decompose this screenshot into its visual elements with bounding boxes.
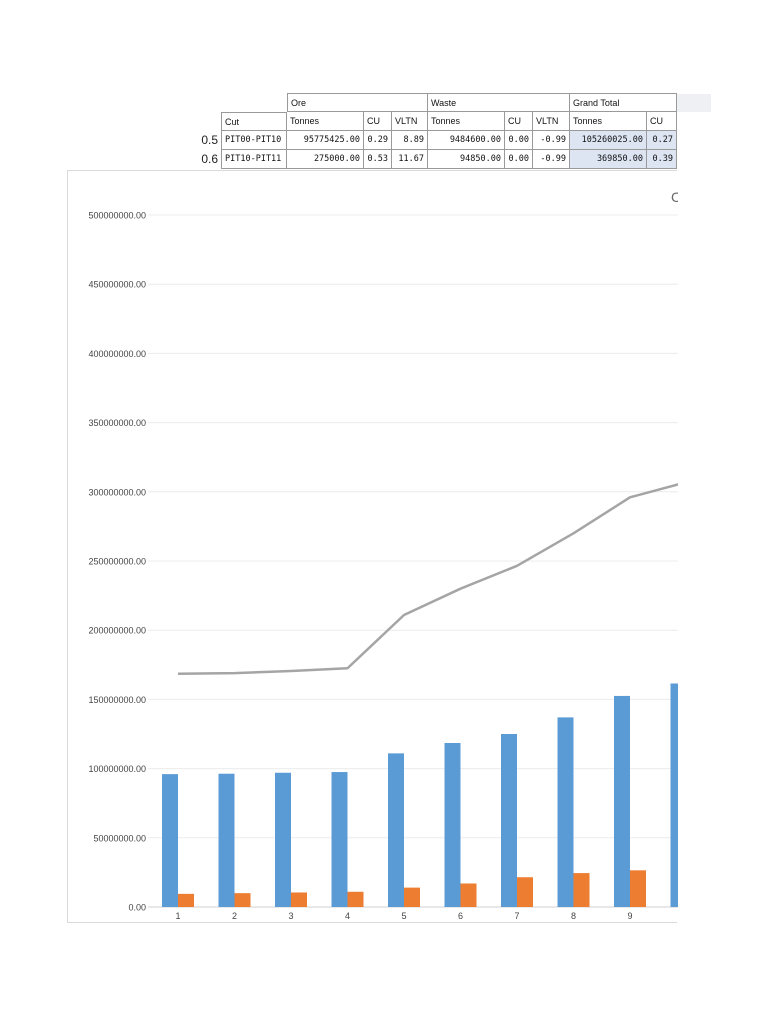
spreadsheet-table: Ore Waste Grand Total Cut Tonnes CU VLTN…	[0, 0, 768, 180]
y-tick-label: 350000000.00	[88, 418, 146, 428]
line-series	[177, 480, 687, 676]
cell-ore-vltn[interactable]: 8.89	[392, 131, 428, 150]
bar-series-2	[347, 891, 364, 907]
chart-title-fragment: C	[671, 189, 678, 205]
cell-total-cu[interactable]: 0.27	[647, 131, 677, 150]
chart-svg: 0.00 50000000.00 100000000.00 150000000.00 2…	[88, 189, 688, 921]
y-tick-label: 450000000.00	[88, 280, 146, 290]
bar-series-2	[404, 887, 420, 907]
x-tick-label: 2	[232, 911, 237, 921]
x-axis-labels: 1 2 3 4 5 6 7 8 9	[175, 911, 632, 921]
y-tick-label: 50000000.00	[93, 833, 146, 843]
bar-series-1	[275, 772, 291, 907]
column-header-ore-cu[interactable]: CU	[364, 112, 392, 131]
bar-series-1	[218, 773, 235, 907]
group-header-grand-total[interactable]: Grand Total	[570, 93, 677, 112]
bar-series-1	[331, 772, 348, 907]
y-axis-labels: 0.00 50000000.00 100000000.00 150000000.00 2…	[88, 211, 146, 913]
gridlines	[148, 214, 688, 908]
column-header-total-cu[interactable]: CU	[647, 112, 677, 131]
column-header-ore-vltn[interactable]: VLTN	[392, 112, 428, 131]
bar-series-2	[291, 892, 307, 907]
cell-ore-cu[interactable]: 0.29	[364, 131, 392, 150]
row-highlight-strip	[676, 94, 711, 112]
bar-series-1	[501, 734, 517, 907]
x-tick-label: 3	[288, 911, 293, 921]
x-tick-label: 4	[345, 911, 350, 921]
bar-series-1	[614, 695, 630, 907]
column-header-total-tonnes[interactable]: Tonnes	[570, 112, 647, 131]
line-series	[177, 480, 687, 676]
y-tick-label: 250000000.00	[88, 557, 146, 567]
bar-series-1	[388, 753, 404, 907]
x-tick-label: 7	[514, 911, 519, 921]
column-header-ore-tonnes[interactable]: Tonnes	[287, 112, 364, 131]
x-tick-label: 8	[571, 911, 576, 921]
row-label: 0.6	[201, 152, 218, 166]
y-tick-label: 300000000.00	[88, 487, 146, 497]
bar-series-2	[460, 883, 477, 907]
cell-ore-tonnes[interactable]: 275000.00	[287, 150, 364, 169]
column-header-cut[interactable]: Cut	[221, 112, 287, 131]
cell-ore-vltn[interactable]: 11.67	[392, 150, 428, 169]
cell-waste-vltn[interactable]: -0.99	[533, 150, 570, 169]
bar-series-2	[234, 893, 251, 907]
bar-series-2	[573, 873, 590, 907]
bar-series-1	[444, 742, 461, 907]
group-header-ore[interactable]: Ore	[287, 93, 428, 112]
cell-waste-cu[interactable]: 0.00	[505, 150, 533, 169]
column-header-waste-vltn[interactable]: VLTN	[533, 112, 570, 131]
bar-series-1	[557, 717, 574, 907]
cell-ore-cu[interactable]: 0.53	[364, 150, 392, 169]
x-tick-label: 9	[627, 911, 632, 921]
chart-area[interactable]: 0.00 50000000.00 100000000.00 150000000.00 2…	[67, 170, 688, 923]
bar-series-1	[670, 683, 687, 907]
bar-series-2	[517, 877, 533, 907]
bars	[162, 683, 687, 907]
y-tick-label: 0.00	[128, 903, 146, 913]
x-tick-label: 1	[175, 911, 180, 921]
cell-total-cu[interactable]: 0.39	[647, 150, 677, 169]
bar-series-2	[630, 870, 646, 907]
y-tick-label: 400000000.00	[88, 349, 146, 359]
cell-total-tonnes[interactable]: 369850.00	[570, 150, 647, 169]
column-header-waste-tonnes[interactable]: Tonnes	[428, 112, 505, 131]
cell-waste-cu[interactable]: 0.00	[505, 131, 533, 150]
row-label: 0.5	[201, 133, 218, 147]
y-tick-label: 200000000.00	[88, 626, 146, 636]
column-header-waste-cu[interactable]: CU	[505, 112, 533, 131]
bar-series-1	[162, 774, 178, 907]
cell-waste-tonnes[interactable]: 94850.00	[428, 150, 505, 169]
cell-cut[interactable]: PIT10-PIT11	[221, 150, 287, 169]
y-tick-label: 100000000.00	[88, 764, 146, 774]
group-header-waste[interactable]: Waste	[428, 93, 570, 112]
cell-waste-vltn[interactable]: -0.99	[533, 131, 570, 150]
bar-series-2	[178, 893, 194, 907]
y-tick-label: 500000000.00	[88, 211, 146, 221]
x-tick-label: 5	[401, 911, 406, 921]
y-tick-label: 150000000.00	[88, 695, 146, 705]
cell-total-tonnes[interactable]: 105260025.00	[570, 131, 647, 150]
cell-waste-tonnes[interactable]: 9484600.00	[428, 131, 505, 150]
x-tick-label: 6	[458, 911, 463, 921]
cell-cut[interactable]: PIT00-PIT10	[221, 131, 287, 150]
cell-ore-tonnes[interactable]: 95775425.00	[287, 131, 364, 150]
